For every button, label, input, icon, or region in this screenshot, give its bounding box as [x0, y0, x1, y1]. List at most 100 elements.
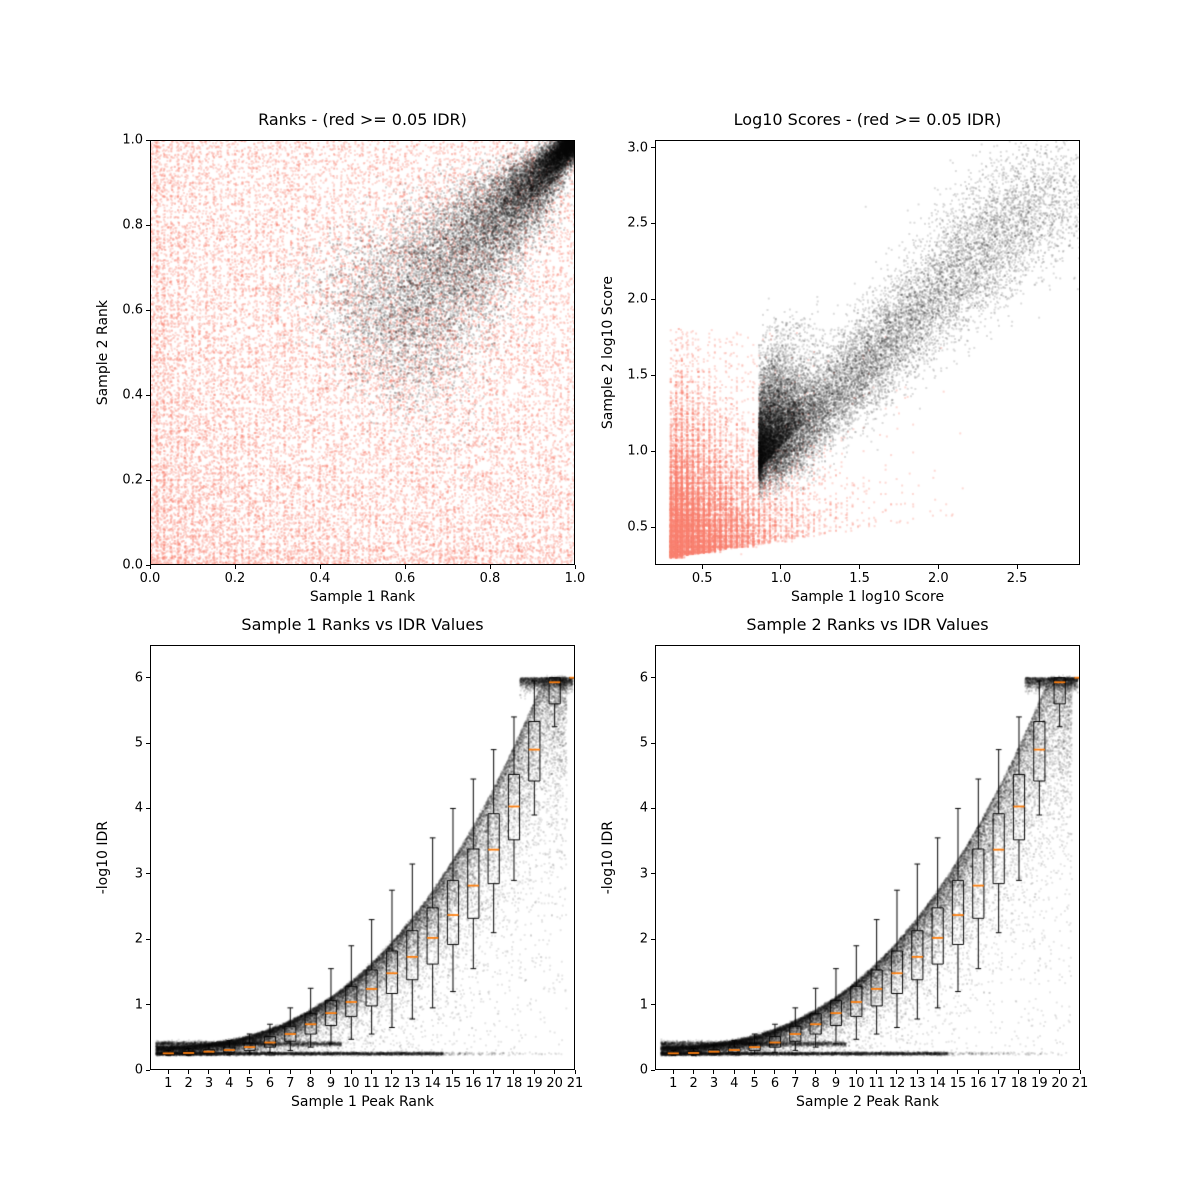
- x-tick-mark: [957, 1070, 959, 1074]
- x-tick-label: 1.5: [849, 571, 870, 586]
- x-tick-label: 0.6: [394, 571, 416, 586]
- x-tick-mark: [493, 1070, 495, 1074]
- y-tick-label: 0.2: [122, 472, 143, 488]
- y-tick-label: 1: [134, 997, 143, 1013]
- y-tick-label: 0.0: [122, 557, 143, 573]
- x-tick-label: 15: [949, 1076, 967, 1091]
- x-tick-label: 2.5: [1006, 571, 1028, 586]
- subplot-ranks: Ranks - (red >= 0.05 IDR) Sample 1 Rank …: [95, 110, 585, 605]
- x-tick-mark: [937, 565, 939, 569]
- x-tick-mark: [815, 1070, 817, 1074]
- x-tick-mark: [855, 1070, 857, 1074]
- y-tick-label: 5: [134, 735, 143, 751]
- x-axis-label: Sample 1 log10 Score: [790, 589, 945, 605]
- x-tick-label: 4: [730, 1076, 739, 1091]
- scores-scatter-canvas: [655, 140, 1080, 565]
- y-tick-mark: [651, 742, 655, 744]
- y-tick-label: 3: [134, 866, 143, 882]
- x-tick-mark: [310, 1070, 312, 1074]
- x-tick-label: 10: [848, 1076, 865, 1091]
- x-tick-mark: [1059, 1070, 1061, 1074]
- x-tick-mark: [574, 1070, 576, 1074]
- x-tick-label: 13: [404, 1076, 421, 1091]
- y-tick-label: 0.8: [122, 217, 143, 233]
- y-axis-label: -log10 IDR: [95, 820, 111, 895]
- y-axis-label: Sample 2 Rank: [95, 299, 111, 406]
- x-tick-mark: [513, 1070, 515, 1074]
- subplot-sample1-idr: Sample 1 Ranks vs IDR Values Sample 1 Pe…: [95, 615, 583, 1110]
- y-tick-label: 0.6: [122, 302, 143, 318]
- y-tick-mark: [146, 807, 150, 809]
- x-tick-label: 10: [343, 1076, 360, 1091]
- y-tick-mark: [651, 298, 655, 300]
- y-tick-mark: [651, 938, 655, 940]
- x-tick-mark: [835, 1070, 837, 1074]
- x-tick-label: 3: [204, 1076, 214, 1091]
- x-tick-label: 19: [1031, 1076, 1048, 1091]
- x-tick-mark: [693, 1070, 695, 1074]
- x-tick-mark: [1018, 1070, 1020, 1074]
- y-tick-mark: [651, 1004, 655, 1006]
- y-axis-label: Sample 2 log10 Score: [600, 275, 616, 430]
- y-tick-mark: [651, 677, 655, 679]
- subplot-log10-scores: Log10 Scores - (red >= 0.05 IDR) Sample …: [600, 110, 1080, 605]
- y-tick-label: 2: [639, 931, 648, 947]
- y-tick-label: 2: [134, 931, 143, 947]
- y-tick-mark: [651, 526, 655, 528]
- x-tick-mark: [371, 1070, 373, 1074]
- y-tick-mark: [651, 450, 655, 452]
- x-tick-label: 16: [970, 1076, 987, 1091]
- y-tick-label: 1.0: [627, 443, 648, 459]
- x-tick-label: 1: [164, 1076, 173, 1091]
- x-tick-label: 21: [566, 1076, 584, 1091]
- x-tick-label: 15: [444, 1076, 462, 1091]
- x-tick-label: 0.8: [479, 571, 501, 586]
- x-tick-label: 12: [888, 1076, 906, 1091]
- x-tick-label: 1: [669, 1076, 678, 1091]
- x-tick-label: 4: [225, 1076, 234, 1091]
- x-tick-mark: [411, 1070, 413, 1074]
- y-tick-mark: [146, 479, 150, 481]
- y-tick-mark: [651, 222, 655, 224]
- x-tick-label: 2: [689, 1076, 698, 1091]
- x-tick-label: 11: [363, 1076, 380, 1091]
- x-tick-label: 12: [383, 1076, 401, 1091]
- x-tick-label: 0.5: [691, 571, 713, 586]
- x-axis-label: Sample 1 Rank: [309, 589, 416, 605]
- y-tick-mark: [146, 564, 150, 566]
- y-tick-label: 1: [639, 997, 648, 1013]
- x-tick-mark: [977, 1070, 979, 1074]
- x-tick-label: 2.0: [927, 571, 949, 586]
- y-tick-mark: [146, 938, 150, 940]
- x-tick-label: 0.4: [309, 571, 331, 586]
- sample1-idr-canvas: [150, 645, 575, 1070]
- y-tick-mark: [651, 807, 655, 809]
- x-tick-mark: [269, 1070, 271, 1074]
- x-tick-mark: [330, 1070, 332, 1074]
- x-tick-mark: [554, 1070, 556, 1074]
- y-tick-mark: [146, 742, 150, 744]
- x-tick-label: 3: [709, 1076, 719, 1091]
- x-tick-label: 0.2: [224, 571, 246, 586]
- x-tick-label: 21: [1071, 1076, 1089, 1091]
- x-tick-mark: [574, 565, 576, 569]
- x-tick-label: 1.0: [564, 571, 586, 586]
- x-tick-mark: [713, 1070, 715, 1074]
- y-tick-mark: [146, 677, 150, 679]
- y-tick-label: 3.0: [627, 140, 648, 156]
- y-tick-label: 2.5: [627, 215, 648, 231]
- x-tick-mark: [489, 565, 491, 569]
- x-tick-mark: [472, 1070, 474, 1074]
- x-tick-label: 9: [831, 1076, 841, 1091]
- y-tick-mark: [146, 394, 150, 396]
- x-tick-mark: [754, 1070, 756, 1074]
- x-tick-label: 7: [286, 1076, 295, 1091]
- x-tick-mark: [733, 1070, 735, 1074]
- x-tick-label: 20: [546, 1076, 563, 1091]
- y-tick-label: 1.0: [122, 132, 143, 148]
- x-tick-mark: [1038, 1070, 1040, 1074]
- x-tick-label: 18: [505, 1076, 523, 1091]
- x-tick-label: 5: [245, 1076, 254, 1091]
- y-axis-label: -log10 IDR: [600, 820, 616, 895]
